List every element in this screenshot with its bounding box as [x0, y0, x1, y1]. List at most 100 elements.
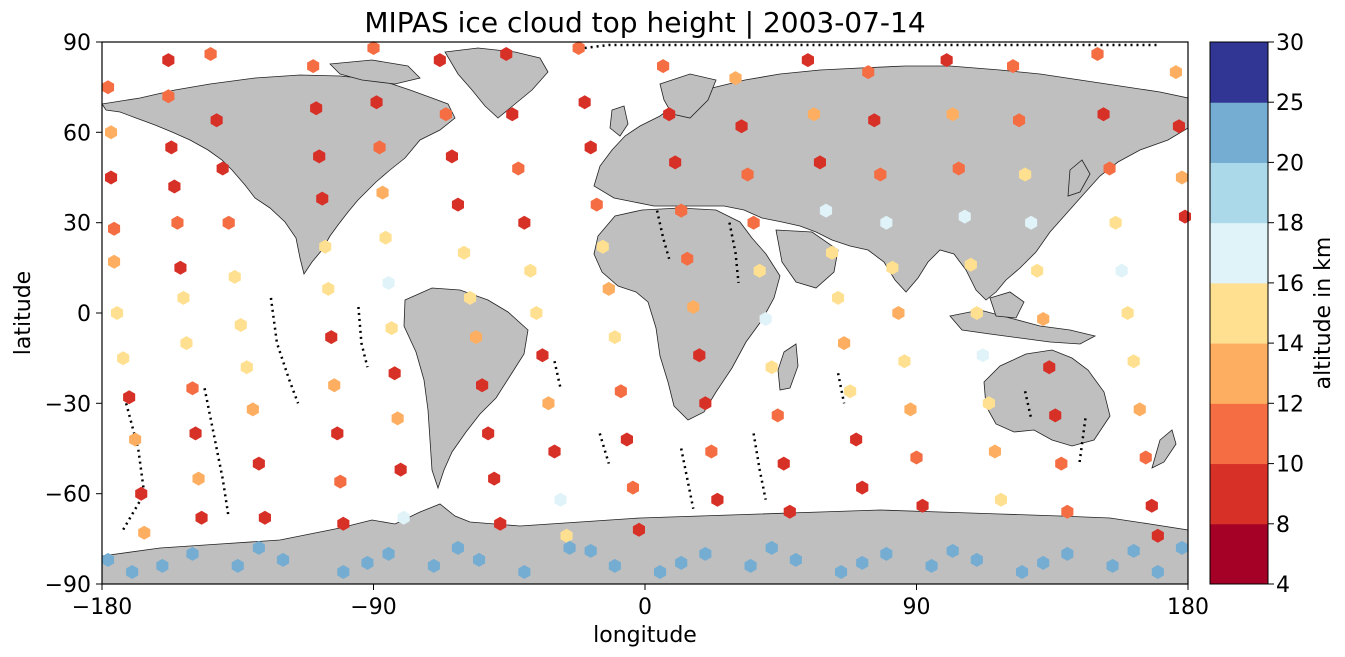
cloud-point [1061, 546, 1074, 561]
colorbar-swatch [1210, 42, 1268, 103]
cloud-point [946, 543, 959, 558]
cloud-point [246, 402, 259, 417]
colorbar-tick-label: 20 [1276, 151, 1304, 176]
cloud-point [1127, 354, 1140, 369]
cloud-point [753, 263, 766, 278]
colorbar-tick-label: 16 [1276, 272, 1304, 297]
cloud-point [819, 203, 833, 218]
cloud-point [862, 65, 875, 80]
cloud-point [328, 378, 341, 393]
cloud-point [123, 390, 136, 405]
cloud-point [174, 260, 187, 275]
no-cloud-track [584, 43, 1158, 50]
cloud-point [952, 161, 965, 176]
cloud-point [1175, 170, 1188, 185]
cloud-point [518, 215, 531, 230]
cloud-point [554, 492, 567, 507]
cloud-point [844, 384, 857, 399]
x-tick-label: −180 [72, 595, 132, 620]
cloud-point [189, 426, 202, 441]
no-cloud-track [1078, 418, 1087, 464]
y-axis-label: latitude [11, 271, 36, 355]
y-tick-label: 0 [77, 302, 91, 327]
cloud-point [584, 140, 597, 155]
scandinavia [659, 73, 717, 119]
cloud-point [457, 245, 471, 260]
cloud-point [970, 306, 983, 320]
cloud-point [1169, 65, 1182, 80]
cloud-point [258, 510, 271, 525]
cloud-point [741, 167, 754, 182]
cloud-point [331, 426, 344, 441]
arabian-peninsula [775, 229, 839, 289]
cloud-point [1013, 113, 1026, 128]
cloud-point [699, 396, 712, 411]
cloud-point [596, 239, 609, 254]
cloud-point [524, 263, 537, 278]
no-cloud-track [655, 210, 671, 260]
cloud-point [1043, 360, 1056, 375]
x-tick-label: 90 [903, 595, 931, 620]
cloud-point [560, 528, 573, 543]
colorbar-tick-label: 10 [1276, 453, 1304, 478]
cloud-point [204, 47, 217, 61]
x-tick-label: −90 [350, 595, 396, 620]
cloud-point [1175, 540, 1188, 555]
cloud-point [337, 516, 350, 531]
cloud-point [361, 555, 374, 570]
cloud-point [675, 203, 688, 218]
cloud-point [1145, 498, 1158, 513]
cloud-point [675, 555, 688, 570]
cloud-point [1103, 161, 1116, 176]
cloud-point [563, 540, 576, 555]
cloud-point [807, 107, 820, 122]
cloud-point [898, 354, 911, 369]
colorbar-swatch [1210, 343, 1268, 404]
cloud-point [693, 348, 706, 363]
colorbar-swatch [1210, 222, 1268, 284]
y-tick-label: 60 [63, 121, 91, 146]
colorbar-swatches [1210, 42, 1268, 585]
y-tick-label: 90 [63, 31, 91, 56]
cloud-point [162, 53, 175, 68]
colorbar-swatch [1210, 162, 1268, 224]
cloud-point [102, 80, 115, 95]
cloud-point [111, 306, 124, 320]
cloud-point [1025, 215, 1038, 230]
cloud-point [711, 492, 724, 507]
cloud-point [880, 546, 893, 561]
cloud-point [108, 254, 121, 269]
cloud-point [988, 444, 1001, 459]
colorbar-label: altitude in km [1311, 237, 1336, 390]
cloud-point [1049, 408, 1062, 423]
cloud-point [1019, 167, 1032, 182]
cloud-point [880, 215, 893, 230]
cloud-point [276, 552, 290, 567]
cloud-point [451, 540, 464, 555]
cloud-point [1091, 47, 1104, 61]
cloud-point [1031, 263, 1044, 278]
cloud-point [663, 107, 676, 122]
colorbar-tick-label: 30 [1276, 31, 1304, 56]
cloud-point [156, 558, 169, 573]
canadian-arctic-islands [329, 59, 421, 85]
cloud-point [512, 161, 525, 176]
cloud-point [310, 101, 323, 116]
cloud-point [129, 432, 142, 447]
cloud-point [1037, 555, 1050, 570]
cloud-point [313, 149, 326, 164]
cloud-point [904, 402, 917, 417]
cloud-point [1115, 263, 1128, 278]
y-axis: −90 −60 −30 0 30 60 90 latitude [11, 31, 102, 598]
colorbar: 4 8 10 12 14 16 18 20 25 30 altitude in … [1209, 31, 1336, 598]
cloud-point [681, 251, 694, 266]
cloud-point [699, 546, 712, 561]
cloud-point [1139, 450, 1152, 465]
cloud-point [608, 330, 621, 345]
x-tick-label: 180 [1167, 595, 1209, 620]
cloud-point [379, 230, 392, 245]
cloud-point [838, 336, 851, 351]
colorbar-swatch [1210, 463, 1268, 525]
y-tick-label: 30 [63, 212, 91, 237]
colorbar-tick-label: 4 [1276, 573, 1290, 598]
